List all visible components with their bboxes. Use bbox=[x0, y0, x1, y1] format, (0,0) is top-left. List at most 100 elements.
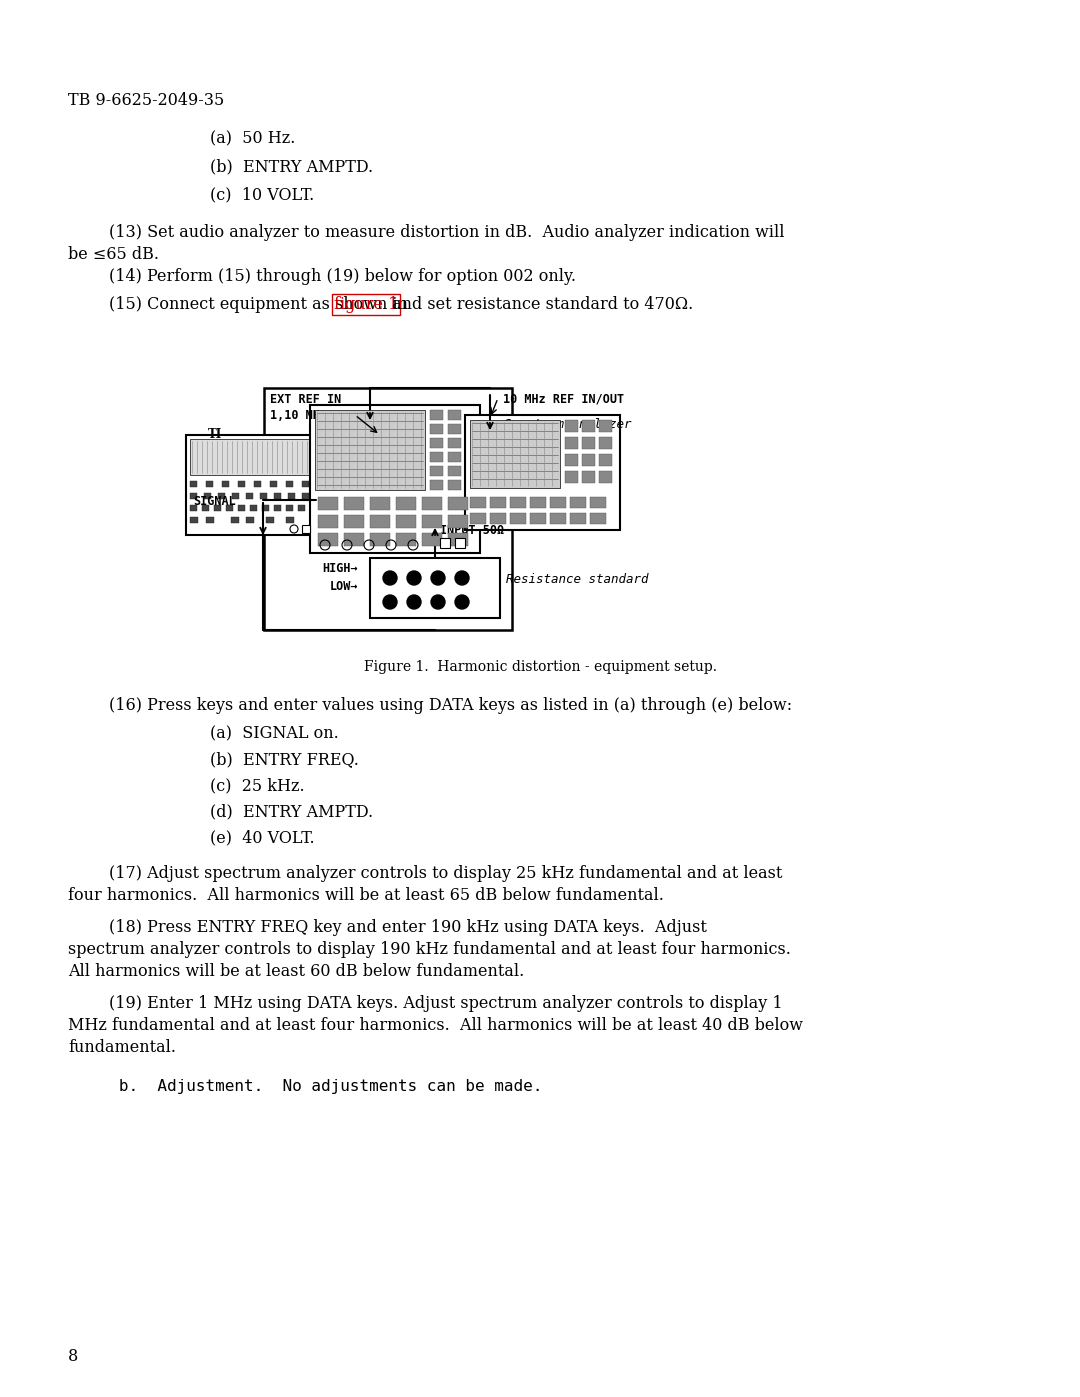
Text: (e)  40 VOLT.: (e) 40 VOLT. bbox=[210, 828, 314, 847]
Text: SIGNAL: SIGNAL bbox=[193, 495, 237, 509]
Bar bbox=[218, 493, 225, 499]
Bar bbox=[530, 497, 546, 509]
Text: (13) Set audio analyzer to measure distortion in dB.  Audio analyzer indication : (13) Set audio analyzer to measure disto… bbox=[68, 224, 784, 242]
Bar bbox=[422, 534, 442, 546]
Bar bbox=[231, 517, 239, 522]
Text: (15) Connect equipment as shown in: (15) Connect equipment as shown in bbox=[68, 296, 414, 313]
Text: 10 MHz REF IN/OUT: 10 MHz REF IN/OUT bbox=[503, 393, 624, 407]
Bar bbox=[430, 467, 443, 476]
Bar bbox=[266, 517, 274, 522]
Bar bbox=[318, 515, 338, 528]
Bar bbox=[260, 493, 267, 499]
Bar bbox=[599, 420, 612, 432]
Circle shape bbox=[455, 571, 469, 585]
Bar bbox=[565, 420, 578, 432]
Bar bbox=[465, 415, 620, 529]
Bar bbox=[249, 504, 257, 511]
Bar bbox=[448, 497, 468, 510]
Bar bbox=[238, 481, 245, 488]
Circle shape bbox=[383, 571, 397, 585]
Bar bbox=[599, 454, 612, 467]
Bar bbox=[440, 538, 450, 548]
Text: (c)  10 VOLT.: (c) 10 VOLT. bbox=[210, 186, 314, 203]
Bar bbox=[510, 513, 526, 524]
Text: (a)  50 Hz.: (a) 50 Hz. bbox=[210, 130, 295, 147]
Bar bbox=[238, 504, 245, 511]
Bar bbox=[448, 425, 461, 434]
Bar bbox=[262, 504, 269, 511]
Bar bbox=[345, 534, 364, 546]
Bar bbox=[582, 420, 595, 432]
Bar bbox=[448, 409, 461, 420]
Bar bbox=[264, 388, 512, 630]
Text: Spectrum analyzer: Spectrum analyzer bbox=[504, 418, 632, 432]
Bar bbox=[286, 517, 294, 522]
Bar bbox=[550, 513, 566, 524]
Text: (a)  SIGNAL on.: (a) SIGNAL on. bbox=[210, 725, 339, 742]
Circle shape bbox=[455, 595, 469, 609]
Bar bbox=[448, 453, 461, 462]
Bar bbox=[470, 497, 486, 509]
Bar bbox=[214, 504, 221, 511]
Bar bbox=[226, 504, 233, 511]
Text: (d)  ENTRY AMPTD.: (d) ENTRY AMPTD. bbox=[210, 803, 373, 820]
Bar bbox=[246, 493, 253, 499]
Text: HIGH→
LOW→: HIGH→ LOW→ bbox=[322, 562, 357, 592]
Text: (16) Press keys and enter values using DATA keys as listed in (a) through (e) be: (16) Press keys and enter values using D… bbox=[68, 697, 792, 714]
Bar bbox=[430, 481, 443, 490]
Bar bbox=[370, 497, 390, 510]
Bar bbox=[422, 515, 442, 528]
Text: TI: TI bbox=[207, 427, 222, 441]
Circle shape bbox=[383, 595, 397, 609]
Bar bbox=[204, 493, 211, 499]
Text: (14) Perform (15) through (19) below for option 002 only.: (14) Perform (15) through (19) below for… bbox=[68, 268, 576, 285]
Bar bbox=[582, 471, 595, 483]
Bar bbox=[254, 481, 261, 488]
Text: Resistance standard: Resistance standard bbox=[507, 573, 648, 585]
Bar bbox=[318, 497, 338, 510]
Text: figure 1: figure 1 bbox=[334, 296, 399, 313]
Bar bbox=[302, 493, 309, 499]
Bar bbox=[190, 504, 197, 511]
Bar bbox=[430, 425, 443, 434]
Text: All harmonics will be at least 60 dB below fundamental.: All harmonics will be at least 60 dB bel… bbox=[68, 963, 524, 981]
Bar bbox=[470, 513, 486, 524]
Circle shape bbox=[431, 571, 445, 585]
Bar bbox=[570, 513, 586, 524]
Bar bbox=[246, 517, 254, 522]
Bar bbox=[345, 497, 364, 510]
Bar bbox=[599, 471, 612, 483]
Bar bbox=[370, 557, 500, 617]
Bar bbox=[448, 515, 468, 528]
Bar bbox=[206, 481, 213, 488]
Text: be ≤65 dB.: be ≤65 dB. bbox=[68, 246, 159, 263]
Bar bbox=[222, 481, 229, 488]
Bar bbox=[448, 467, 461, 476]
Bar bbox=[274, 504, 281, 511]
Bar bbox=[565, 437, 578, 448]
Bar bbox=[550, 497, 566, 509]
Bar bbox=[530, 513, 546, 524]
Text: MHz fundamental and at least four harmonics.  All harmonics will be at least 40 : MHz fundamental and at least four harmon… bbox=[68, 1017, 804, 1034]
Bar bbox=[490, 497, 507, 509]
Bar bbox=[422, 497, 442, 510]
Bar bbox=[286, 481, 293, 488]
Text: TB 9-6625-2049-35: TB 9-6625-2049-35 bbox=[68, 92, 225, 109]
Bar bbox=[582, 437, 595, 448]
Bar bbox=[274, 493, 281, 499]
Bar bbox=[302, 481, 309, 488]
Text: b.  Adjustment.  No adjustments can be made.: b. Adjustment. No adjustments can be mad… bbox=[90, 1078, 542, 1094]
Circle shape bbox=[407, 595, 421, 609]
Bar bbox=[396, 497, 416, 510]
Circle shape bbox=[407, 571, 421, 585]
Bar bbox=[565, 471, 578, 483]
Bar bbox=[565, 454, 578, 467]
Text: INPUT 50Ω: INPUT 50Ω bbox=[440, 524, 504, 536]
Text: (b)  ENTRY FREQ.: (b) ENTRY FREQ. bbox=[210, 752, 359, 768]
Text: (19) Enter 1 MHz using DATA keys. Adjust spectrum analyzer controls to display 1: (19) Enter 1 MHz using DATA keys. Adjust… bbox=[68, 995, 783, 1011]
Bar bbox=[310, 405, 480, 553]
Bar bbox=[448, 439, 461, 448]
Bar bbox=[232, 493, 239, 499]
Text: spectrum analyzer controls to display 190 kHz fundamental and at least four harm: spectrum analyzer controls to display 19… bbox=[68, 942, 791, 958]
Bar bbox=[345, 515, 364, 528]
